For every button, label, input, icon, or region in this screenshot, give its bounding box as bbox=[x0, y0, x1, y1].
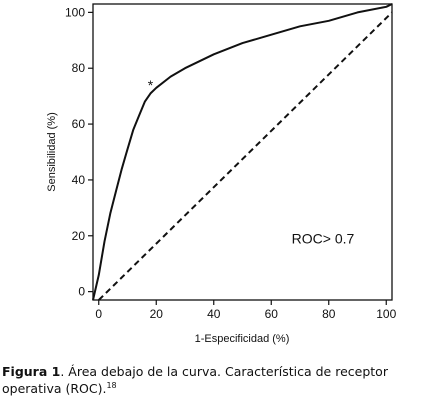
annotation-1: ROC> 0.7 bbox=[292, 231, 355, 247]
figure-caption: Figura 1. Área debajo de la curva. Carac… bbox=[2, 363, 442, 397]
caption-ref: 18 bbox=[106, 380, 117, 390]
x-tick-label: 20 bbox=[150, 307, 164, 321]
roc-curve-line bbox=[92, 3, 393, 301]
y-tick-label: 60 bbox=[72, 117, 86, 131]
x-axis: 0 20 40 60 80 100 bbox=[95, 300, 397, 321]
annotations: * ROC> 0.7 bbox=[148, 77, 355, 247]
annotation-0: * bbox=[148, 77, 154, 93]
x-tick-label: 80 bbox=[322, 307, 336, 321]
y-axis: 0 20 40 60 80 100 bbox=[65, 5, 93, 299]
x-tick-label: 60 bbox=[265, 307, 279, 321]
y-tick-label: 80 bbox=[72, 61, 86, 75]
caption-text: . Área debajo de la curva. Característic… bbox=[2, 364, 388, 396]
roc-chart: 0 20 40 60 80 100 0 20 40 60 80 100 * ROC> 0.7 Sens… bbox=[46, 3, 397, 345]
plot-frame bbox=[92, 3, 393, 301]
y-tick-label: 100 bbox=[65, 5, 85, 19]
caption-label: Figura 1 bbox=[2, 364, 61, 379]
y-tick-label: 20 bbox=[72, 229, 86, 243]
x-tick-label: 0 bbox=[95, 307, 102, 321]
y-tick-label: 0 bbox=[78, 285, 85, 299]
y-tick-label: 40 bbox=[72, 173, 86, 187]
x-tick-label: 40 bbox=[207, 307, 221, 321]
x-axis-label: 1-Especificidad (%) bbox=[195, 333, 290, 345]
y-axis-label: Sensibilidad (%) bbox=[46, 112, 58, 191]
x-tick-label: 100 bbox=[376, 307, 396, 321]
series-group bbox=[92, 3, 393, 301]
reference-diagonal-line bbox=[98, 11, 393, 301]
